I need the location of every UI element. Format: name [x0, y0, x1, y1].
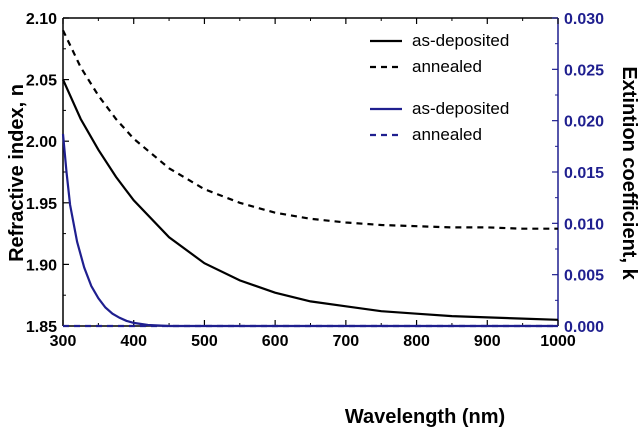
right-y-tick-label: 0.030	[564, 11, 604, 28]
axes	[62, 17, 559, 327]
right-y-tick-label: 0.020	[564, 114, 604, 131]
x-tick-label: 700	[333, 333, 360, 350]
x-tick-label: 1000	[540, 333, 576, 350]
x-tick-label: 300	[50, 333, 77, 350]
right-y-tick-label: 0.015	[564, 165, 604, 182]
left-y-axis-title: Refractive index, n	[6, 84, 28, 262]
right-y-axis-title: Extintion coefficient, k	[618, 66, 640, 280]
legend-label: as-deposited	[412, 99, 509, 118]
left-y-tick-label: 1.85	[26, 319, 57, 336]
series-line-k-as-deposited	[61, 133, 558, 328]
x-tick-label: 600	[262, 333, 289, 350]
left-y-tick-label: 1.90	[26, 257, 57, 274]
x-tick-label: 400	[120, 333, 147, 350]
series-line-n-annealed	[62, 29, 558, 230]
left-y-tick-label: 2.10	[26, 11, 57, 28]
right-y-tick-label: 0.025	[564, 62, 604, 79]
x-tick-label: 500	[191, 333, 218, 350]
tick-labels: 300 400 500 600 700 800 900 1000 1.85 1.90 1.95 2.0…	[26, 11, 604, 350]
x-tick-label: 800	[403, 333, 430, 350]
plot-area	[61, 29, 559, 328]
legend-label: annealed	[412, 57, 482, 76]
series-line-n-as-deposited	[61, 79, 559, 321]
left-y-tick-label: 1.95	[26, 196, 57, 213]
right-y-tick-label: 0.000	[564, 319, 604, 336]
left-y-tick-label: 2.05	[26, 73, 57, 90]
x-tick-label: 900	[474, 333, 501, 350]
legend-label: as-deposited	[412, 31, 509, 50]
x-axis-title: Wavelength (nm)	[345, 406, 505, 428]
legend-label: annealed	[412, 125, 482, 144]
right-y-tick-label: 0.005	[564, 268, 604, 285]
legend: as-deposited annealed as-deposited annealed	[370, 31, 509, 144]
left-y-tick-label: 2.00	[26, 134, 57, 151]
right-y-tick-label: 0.010	[564, 216, 604, 233]
